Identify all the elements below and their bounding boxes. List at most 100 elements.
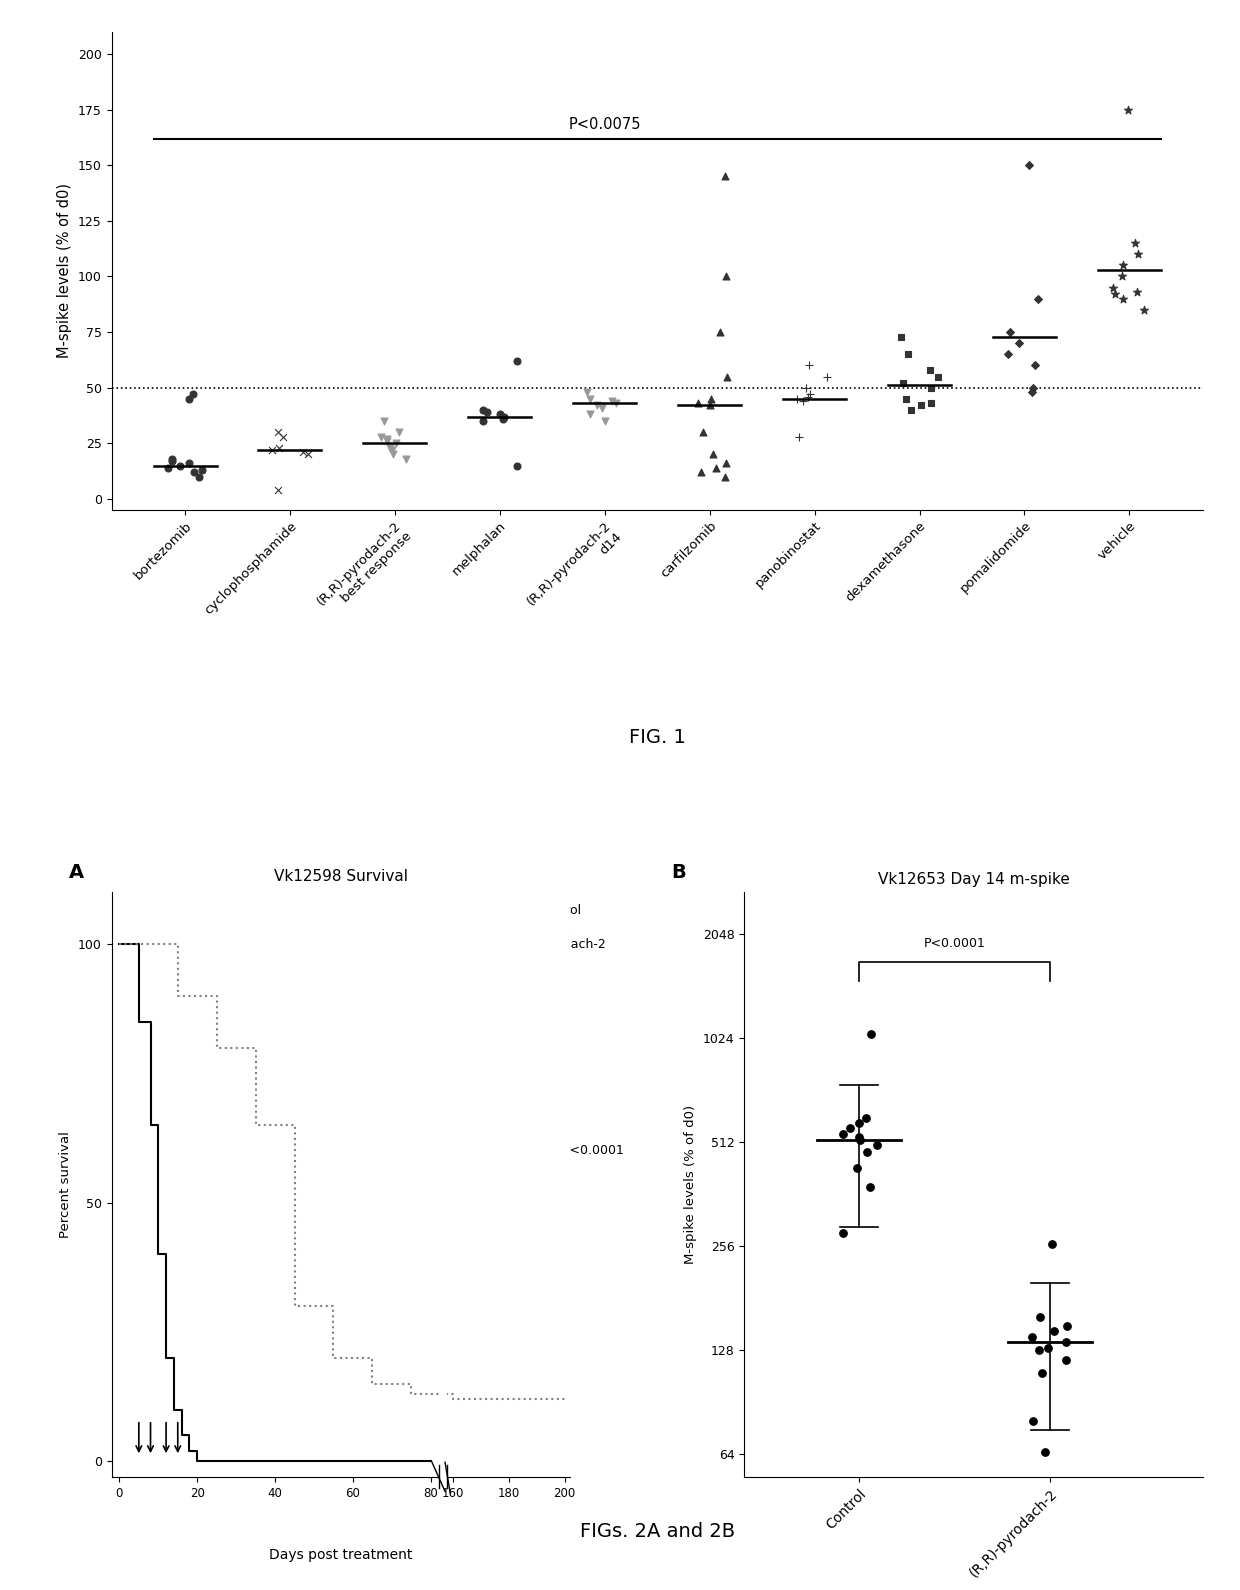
Point [386, 431, 405, 456]
Point [188, 464, 208, 490]
Point [867, 1132, 887, 1158]
Text: Vk12598 Survival: Vk12598 Survival [274, 870, 408, 884]
Text: Days post treatment: Days post treatment [269, 1549, 413, 1563]
Point [1105, 281, 1125, 307]
Point [890, 324, 910, 350]
Text: FIG. 1: FIG. 1 [629, 728, 686, 747]
Point [371, 425, 391, 450]
Point [718, 364, 738, 390]
Point [491, 402, 511, 428]
Point [507, 453, 527, 479]
Point [377, 428, 397, 453]
Point [472, 398, 492, 423]
Point [833, 1220, 853, 1245]
Point [1058, 1313, 1078, 1339]
Point [928, 364, 947, 390]
Point [691, 460, 711, 485]
Point [1112, 264, 1132, 289]
Point [383, 442, 403, 467]
Text: FIGs. 2A and 2B: FIGs. 2A and 2B [579, 1522, 735, 1541]
Point [1042, 1231, 1061, 1256]
Legend: Control, (R,R)-
pyrodach-2: Control, (R,R)- pyrodach-2 [496, 898, 613, 956]
Point [859, 1173, 879, 1199]
Point [170, 453, 190, 479]
Point [1055, 1347, 1075, 1372]
Point [921, 375, 941, 401]
Point [579, 386, 599, 412]
Point [1024, 353, 1044, 378]
Point [507, 348, 527, 374]
Point [787, 386, 807, 412]
Point [474, 409, 494, 434]
Point [269, 436, 289, 461]
Point [1135, 297, 1154, 323]
Point [921, 391, 941, 417]
Point [179, 450, 198, 475]
Point [262, 437, 281, 463]
Point [1035, 1439, 1055, 1464]
Point [800, 353, 820, 378]
Point [794, 388, 813, 413]
Point [693, 420, 713, 445]
Point [1125, 231, 1145, 256]
Point [494, 405, 513, 431]
Point [268, 477, 288, 502]
Point [841, 1116, 861, 1142]
Point [192, 458, 212, 483]
Point [1029, 1304, 1049, 1329]
Point [856, 1105, 875, 1130]
Point [382, 437, 402, 463]
Point [601, 388, 621, 413]
Point [901, 398, 921, 423]
Point [715, 450, 735, 475]
Point [714, 164, 734, 189]
Point [1038, 1336, 1058, 1361]
Point [717, 264, 737, 289]
Point [1127, 280, 1147, 305]
Point [894, 370, 914, 396]
Point [580, 402, 600, 428]
Point [1022, 380, 1042, 405]
Point [703, 442, 723, 467]
Point [298, 442, 317, 467]
Point [1028, 286, 1048, 312]
Point [1023, 375, 1043, 401]
Point [858, 1138, 878, 1164]
Point [789, 425, 808, 450]
Point [1128, 242, 1148, 267]
Point [162, 448, 182, 474]
Point [1009, 331, 1029, 356]
Point [373, 409, 393, 434]
Point [1112, 253, 1132, 278]
Point [268, 420, 288, 445]
Point [1023, 1407, 1043, 1433]
Point [833, 1121, 853, 1146]
Point [588, 393, 608, 418]
Point [701, 393, 720, 418]
Point [1022, 1324, 1042, 1350]
Point [851, 1127, 870, 1153]
Point [706, 455, 725, 480]
Point [849, 1110, 869, 1135]
Point [897, 386, 916, 412]
Point [801, 382, 821, 407]
Point [1056, 1329, 1076, 1355]
Point [817, 364, 837, 390]
Point [847, 1156, 867, 1181]
Text: P<0.0001: P<0.0001 [563, 1143, 625, 1156]
Point [377, 426, 397, 452]
Point [273, 425, 293, 450]
Point [998, 342, 1018, 367]
Point [1029, 1337, 1049, 1363]
Point [293, 439, 312, 464]
Point [911, 393, 931, 418]
Text: P<0.0001: P<0.0001 [924, 937, 986, 951]
Point [184, 460, 203, 485]
Point [578, 380, 598, 405]
Y-axis label: M-spike levels (% of d0): M-spike levels (% of d0) [57, 183, 72, 358]
Point [920, 358, 940, 383]
Point [477, 399, 497, 425]
Point [1019, 153, 1039, 178]
Point [1118, 97, 1138, 122]
Text: P<0.0075: P<0.0075 [568, 118, 641, 132]
